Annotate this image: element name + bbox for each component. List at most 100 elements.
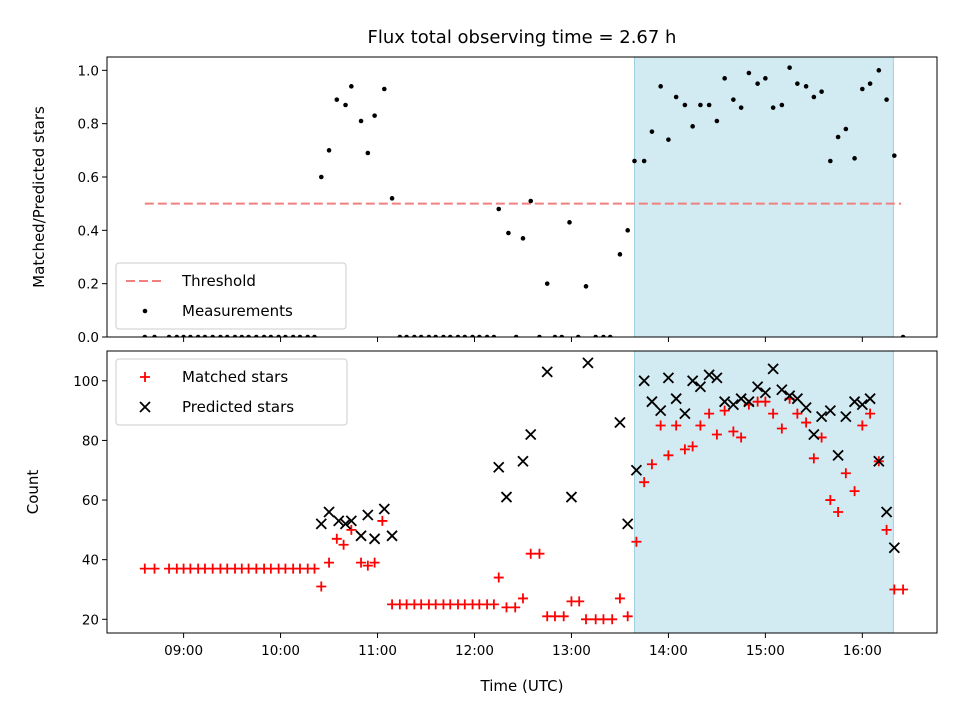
- data-point: [759, 387, 772, 399]
- data-point: [372, 113, 377, 118]
- data-point: [728, 426, 739, 437]
- data-point: [537, 334, 542, 337]
- data-point: [139, 563, 150, 574]
- y-tick-label: 0.8: [78, 117, 99, 133]
- data-point: [607, 614, 618, 625]
- data-point: [736, 432, 747, 443]
- data-point: [283, 334, 288, 337]
- data-point: [706, 102, 712, 108]
- data-point: [880, 506, 893, 518]
- data-point: [506, 230, 511, 236]
- data-point: [856, 399, 868, 411]
- data-point: [149, 563, 160, 574]
- data-point: [884, 97, 889, 102]
- legend-label: Threshold: [181, 272, 256, 290]
- data-point: [801, 417, 812, 428]
- y-axis-label: Matched/Predicted stars: [30, 106, 48, 288]
- y-tick-label: 0.2: [78, 277, 99, 293]
- data-point: [389, 196, 395, 201]
- y-tick-label: 0.4: [78, 223, 99, 239]
- series-measurements: [142, 65, 906, 337]
- data-point: [849, 486, 860, 497]
- data-point: [355, 530, 367, 542]
- observing-window-shade: [633, 56, 894, 338]
- data-point: [567, 220, 572, 225]
- data-point: [368, 533, 381, 545]
- data-point: [671, 420, 682, 431]
- data-point: [318, 174, 324, 180]
- data-point: [714, 118, 720, 124]
- data-point: [491, 334, 497, 337]
- data-point: [239, 334, 245, 337]
- chart-title: Flux total observing time = 2.67 h: [368, 27, 677, 48]
- data-point: [687, 441, 698, 452]
- y-tick-label: 0.0: [78, 330, 99, 346]
- legend-box: [115, 358, 348, 426]
- data-point: [140, 372, 150, 382]
- data-point: [343, 102, 348, 108]
- data-point: [345, 515, 357, 527]
- data-point: [378, 503, 390, 515]
- data-point: [751, 381, 764, 393]
- data-point: [679, 444, 690, 455]
- data-point: [746, 70, 752, 76]
- data-point: [646, 459, 657, 470]
- data-point: [331, 533, 342, 544]
- data-point: [662, 372, 675, 384]
- y-axis-label: Count: [24, 470, 42, 515]
- data-point: [316, 581, 327, 592]
- data-point: [876, 68, 882, 73]
- data-point: [873, 455, 885, 467]
- data-point: [687, 375, 699, 387]
- data-point: [510, 602, 521, 613]
- data-point: [517, 593, 528, 604]
- data-point: [738, 105, 744, 110]
- data-point: [832, 449, 844, 461]
- data-point: [824, 404, 836, 417]
- data-point: [544, 281, 550, 286]
- data-point: [731, 97, 736, 102]
- data-point: [334, 97, 340, 102]
- data-point: [843, 126, 849, 132]
- data-point: [369, 557, 380, 568]
- data-point: [290, 334, 296, 337]
- data-point: [496, 206, 502, 212]
- legend-label: Predicted stars: [182, 398, 294, 416]
- data-point: [166, 334, 172, 337]
- data-point: [462, 334, 468, 337]
- y-tick-label: 80: [82, 433, 99, 449]
- legend-label: Measurements: [182, 302, 293, 320]
- data-point: [622, 518, 634, 530]
- data-point: [649, 129, 655, 134]
- data-point: [447, 334, 453, 337]
- y-tick-label: 20: [82, 612, 99, 628]
- x-tick-label: 14:00: [649, 643, 688, 659]
- data-point: [188, 334, 193, 337]
- data-point: [365, 150, 371, 156]
- y-tick-label: 60: [82, 493, 99, 509]
- series-predicted-stars: [315, 357, 900, 554]
- data-point: [412, 334, 417, 337]
- data-point: [426, 334, 432, 337]
- data-point: [520, 236, 526, 241]
- data-point: [658, 84, 663, 89]
- data-point: [552, 334, 558, 337]
- data-point: [711, 372, 723, 384]
- data-point: [819, 89, 824, 94]
- data-point: [276, 334, 281, 337]
- series-matched-stars: [139, 393, 909, 625]
- data-point: [614, 593, 625, 604]
- data-point: [670, 393, 682, 405]
- data-point: [607, 334, 613, 337]
- data-point: [583, 284, 589, 289]
- y-tick-label: 100: [73, 374, 99, 390]
- data-point: [694, 381, 707, 393]
- data-point: [261, 334, 267, 337]
- data-point: [297, 334, 303, 337]
- data-point: [254, 334, 259, 337]
- data-point: [593, 334, 598, 337]
- data-point: [698, 102, 703, 108]
- data-point: [218, 334, 223, 337]
- data-point: [767, 363, 779, 375]
- x-tick-label: 13:00: [552, 643, 591, 659]
